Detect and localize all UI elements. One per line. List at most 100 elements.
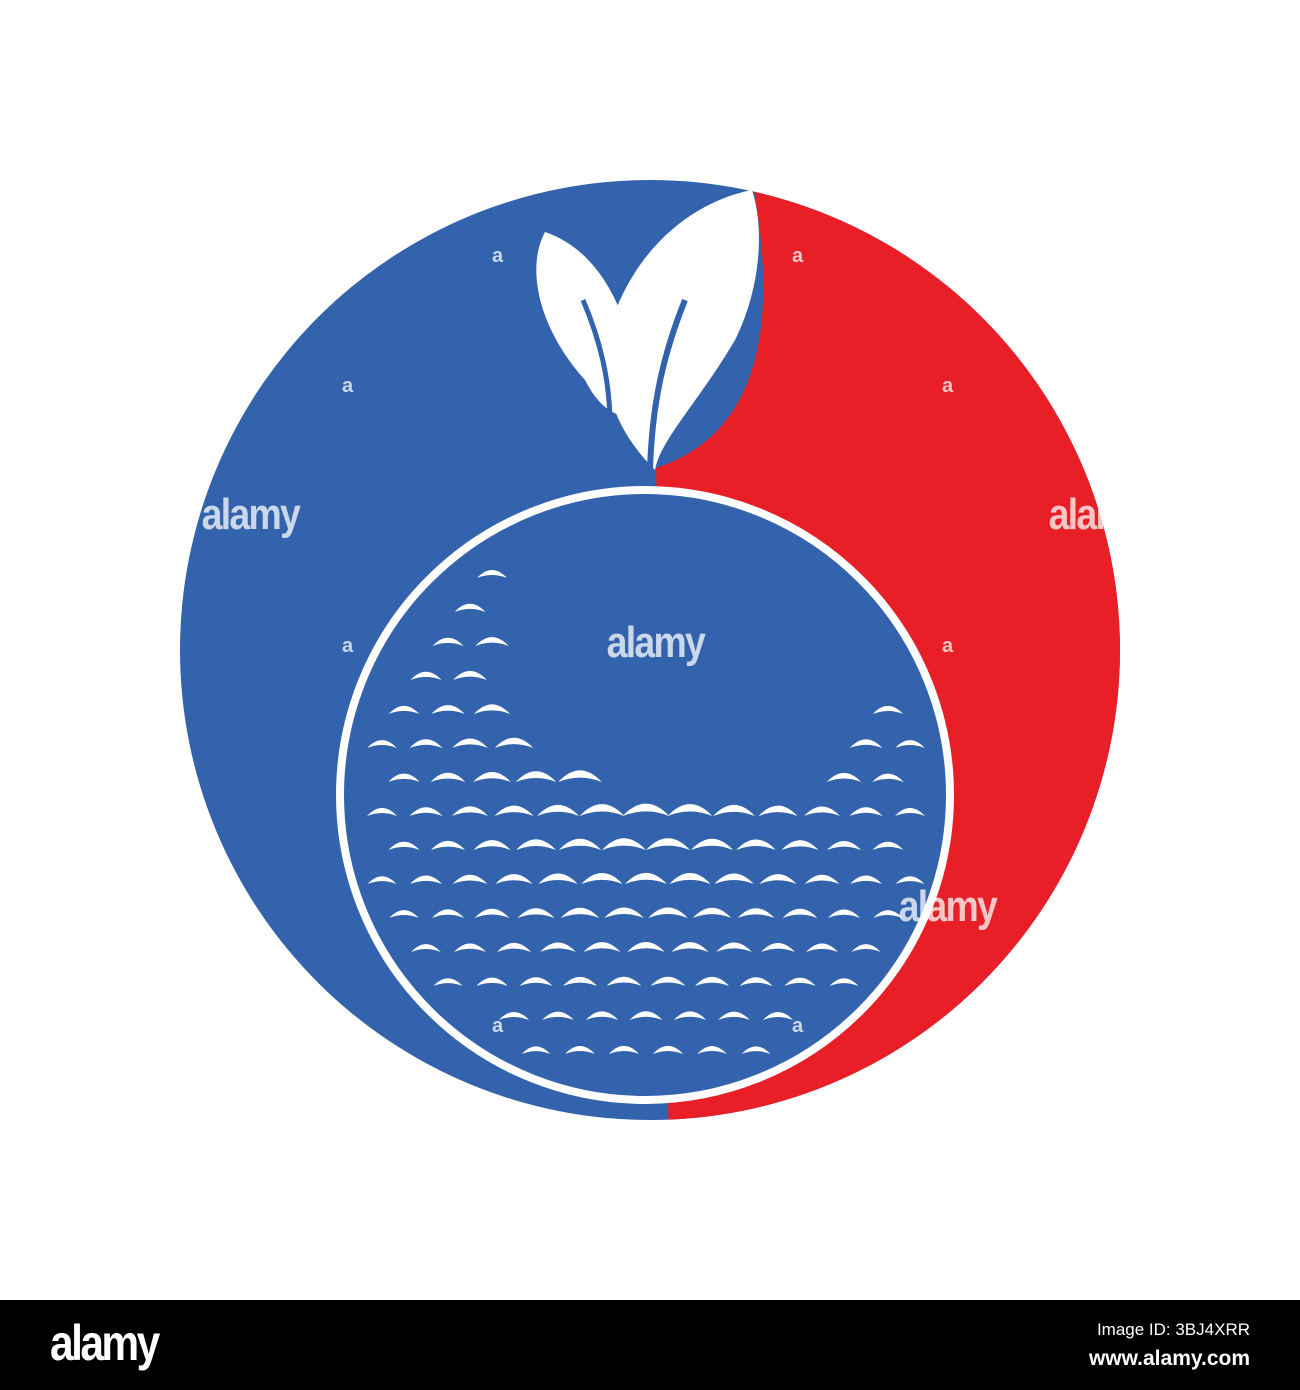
dimple [697,1046,727,1054]
dimple [473,840,511,850]
dimple [583,942,621,952]
watermark: a [492,245,504,267]
leaf-sprout-icon [536,190,759,470]
dimple [558,770,602,782]
watermark: a [342,375,354,397]
leaf-vein [647,298,688,471]
dimple [781,840,819,850]
dimple [608,1045,640,1054]
dimple [476,977,508,986]
dimple [560,907,600,918]
dimple [827,909,861,918]
dimple [625,872,667,884]
dimple [850,875,882,884]
dimple [739,977,773,986]
dimple [579,804,625,816]
dimple [409,739,443,748]
footer-bar: alamy Image ID: 3BJ4XRR www.alamy.com [0,1300,1300,1390]
dimple [606,976,642,986]
dimple [496,942,532,952]
dimple [759,874,797,884]
dimple [498,1011,530,1020]
dimple [411,944,441,952]
dimple [652,1045,684,1054]
dimple [737,908,775,918]
dimple [602,838,646,850]
dimple [519,977,553,986]
dimple [873,910,903,918]
dimple [473,771,511,782]
dimple [494,805,534,816]
dimple [758,805,798,816]
dimple [430,840,466,850]
watermark: a [492,1015,504,1037]
dimple [389,910,419,918]
dimple [782,908,818,918]
dimple [410,875,442,884]
dimple [477,570,507,578]
dimple [474,908,510,918]
dimple [367,808,397,816]
dimple [762,1011,794,1020]
dimple [872,841,904,850]
dimple [714,873,754,884]
dimple [581,872,623,884]
footer-brand-logo: alamy [50,1315,160,1371]
watermark: alamy [898,882,998,931]
dimple [627,942,665,952]
dimple [761,942,795,952]
dimple [409,807,443,816]
dimple [849,739,883,748]
dimple [784,977,816,986]
dimple [540,942,576,952]
dimple [692,907,732,918]
dimple [473,704,511,714]
dimple [648,907,688,918]
dimple [673,1011,707,1020]
dimple [851,944,881,952]
dimple [558,838,602,850]
watermark: a [942,635,954,657]
dimple [671,942,709,952]
footer-url: www.alamy.com [1088,1347,1250,1370]
dimple [741,1046,771,1054]
dimple [650,976,686,986]
dimple [895,808,925,816]
dimple [430,772,466,782]
dimple [452,874,488,884]
dimple [895,740,925,748]
dimple [736,839,776,850]
dimple [516,839,556,850]
dimple [716,942,752,952]
dimple [452,738,488,748]
dimple [622,803,670,816]
leaf-vein [580,299,613,426]
dimple [515,771,557,782]
dimple [538,873,578,884]
dimple [849,807,883,816]
golf-leaf-logo [180,180,1120,1120]
dimple [475,637,509,646]
dimple [604,907,644,918]
watermark: alamy [201,490,301,539]
dimple [806,943,838,952]
dimple [454,603,486,612]
dimple [454,943,486,952]
dimple [804,806,840,816]
golf-ball-dimples [367,570,925,1054]
dimple [565,1046,595,1054]
dimple [537,804,579,816]
dimple [872,705,904,714]
dimple [669,873,711,884]
dimple [826,772,862,782]
dimple [453,671,487,680]
dimple [432,637,464,646]
watermark: a [792,245,804,267]
dimple [718,1011,750,1020]
dimple [388,705,420,714]
dimple [542,1011,574,1020]
watermark: a [942,375,954,397]
dimple [388,841,420,850]
dimple [367,740,397,748]
dimple [431,909,465,918]
